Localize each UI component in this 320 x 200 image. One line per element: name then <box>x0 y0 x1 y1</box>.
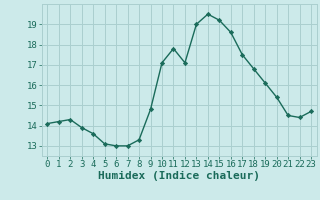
X-axis label: Humidex (Indice chaleur): Humidex (Indice chaleur) <box>98 171 260 181</box>
